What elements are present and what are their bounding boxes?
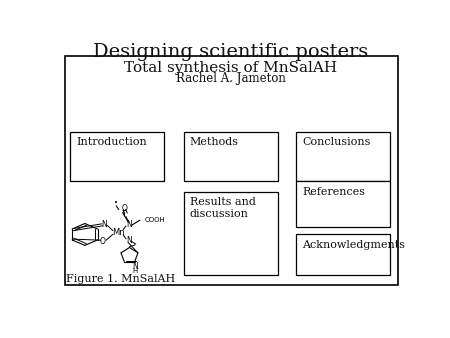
Text: N: N [126, 220, 132, 229]
Bar [296, 235, 390, 275]
Text: Acknowledgments: Acknowledgments [302, 240, 405, 250]
Text: Total synthesis of MnSalAH: Total synthesis of MnSalAH [124, 61, 337, 75]
Text: •: • [114, 200, 118, 206]
Text: Rachel A. Jameton: Rachel A. Jameton [176, 72, 286, 84]
Text: Designing scientific posters: Designing scientific posters [93, 43, 368, 61]
Bar [296, 132, 390, 181]
Text: O: O [122, 204, 127, 213]
Text: H: H [132, 268, 137, 274]
Bar [184, 132, 278, 181]
Text: N: N [132, 262, 138, 271]
Bar [70, 132, 164, 181]
Text: Conclusions: Conclusions [302, 137, 371, 147]
Bar [296, 181, 390, 227]
Text: N: N [126, 236, 132, 245]
Text: Results and
discussion: Results and discussion [190, 197, 256, 219]
Text: O: O [100, 237, 106, 246]
Text: Mn: Mn [112, 228, 125, 237]
Text: Methods: Methods [190, 137, 239, 147]
Bar [65, 56, 398, 285]
Text: Figure 1. MnSalAH: Figure 1. MnSalAH [66, 274, 176, 285]
Bar [184, 192, 278, 275]
Text: N: N [102, 220, 107, 228]
Text: Introduction: Introduction [76, 137, 147, 147]
Text: References: References [302, 187, 365, 197]
Text: COOH: COOH [144, 217, 165, 223]
